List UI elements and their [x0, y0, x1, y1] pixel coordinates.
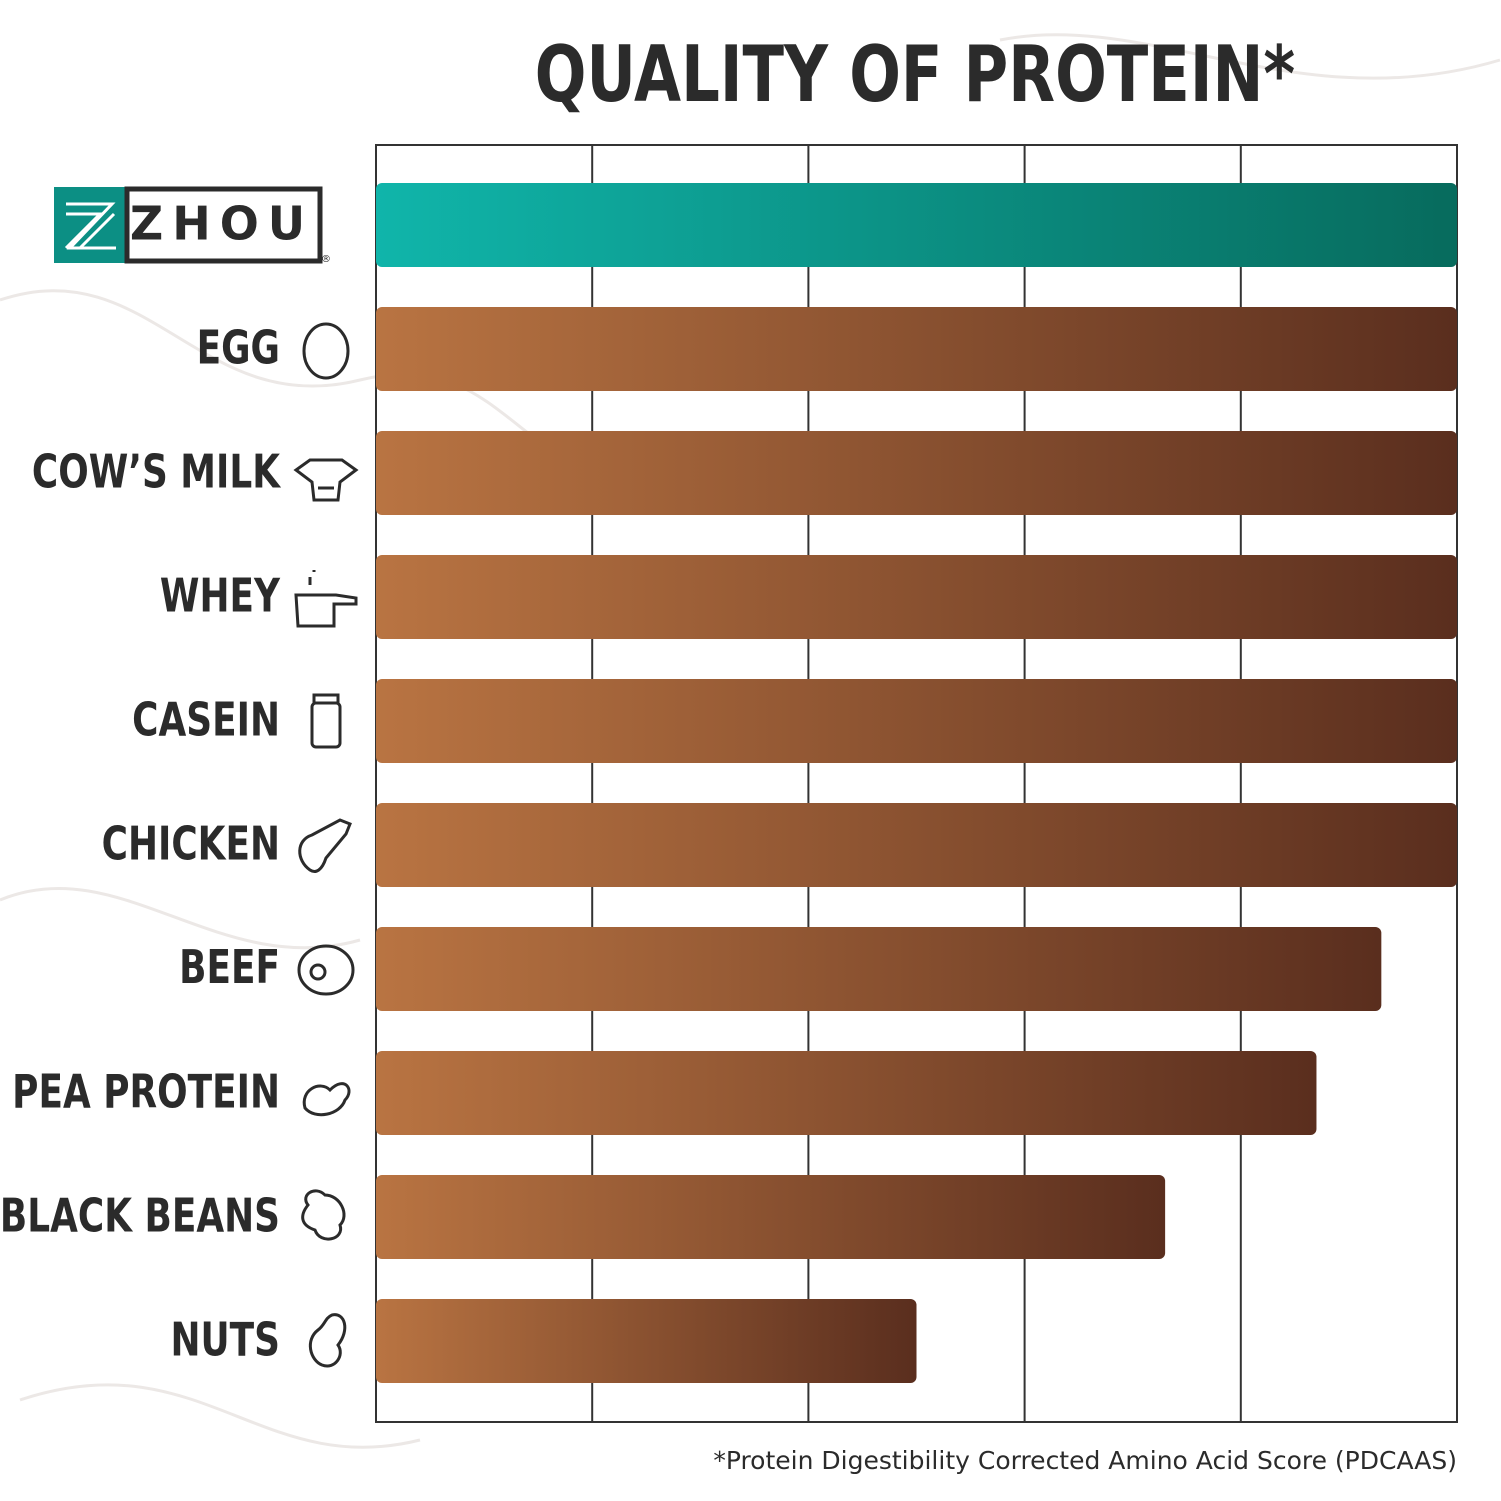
category-label: PEA PROTEIN: [12, 1065, 280, 1119]
logo: ZHOU ®: [54, 186, 331, 265]
logo-z: [64, 202, 116, 250]
footnote: *Protein Digestibility Corrected Amino A…: [713, 1446, 1457, 1475]
bar: [376, 803, 1457, 887]
bar: [376, 183, 1457, 267]
bar: [376, 1175, 1166, 1259]
logo-box: [124, 186, 323, 264]
icons: [293, 322, 359, 1368]
logo-text: ZHOU: [130, 197, 314, 251]
bar: [376, 555, 1457, 639]
category-label: CASEIN: [132, 693, 280, 747]
logo-mark: ®: [321, 254, 331, 265]
bar: [376, 679, 1457, 763]
category-label: BLACK BEANS: [0, 1189, 280, 1243]
bar: [376, 307, 1457, 391]
category-label: CHICKEN: [102, 817, 280, 871]
category-label: BEEF: [179, 941, 280, 995]
chart-title: QUALITY OF PROTEIN*: [535, 30, 1295, 120]
category-label: NUTS: [171, 1313, 280, 1367]
category-label: EGG: [197, 321, 280, 375]
bar: [376, 1051, 1317, 1135]
bar: [376, 927, 1382, 1011]
bar: [376, 1299, 917, 1383]
category-label: COW’S MILK: [32, 445, 282, 499]
category-label: WHEY: [160, 569, 281, 623]
bar: [376, 431, 1457, 515]
